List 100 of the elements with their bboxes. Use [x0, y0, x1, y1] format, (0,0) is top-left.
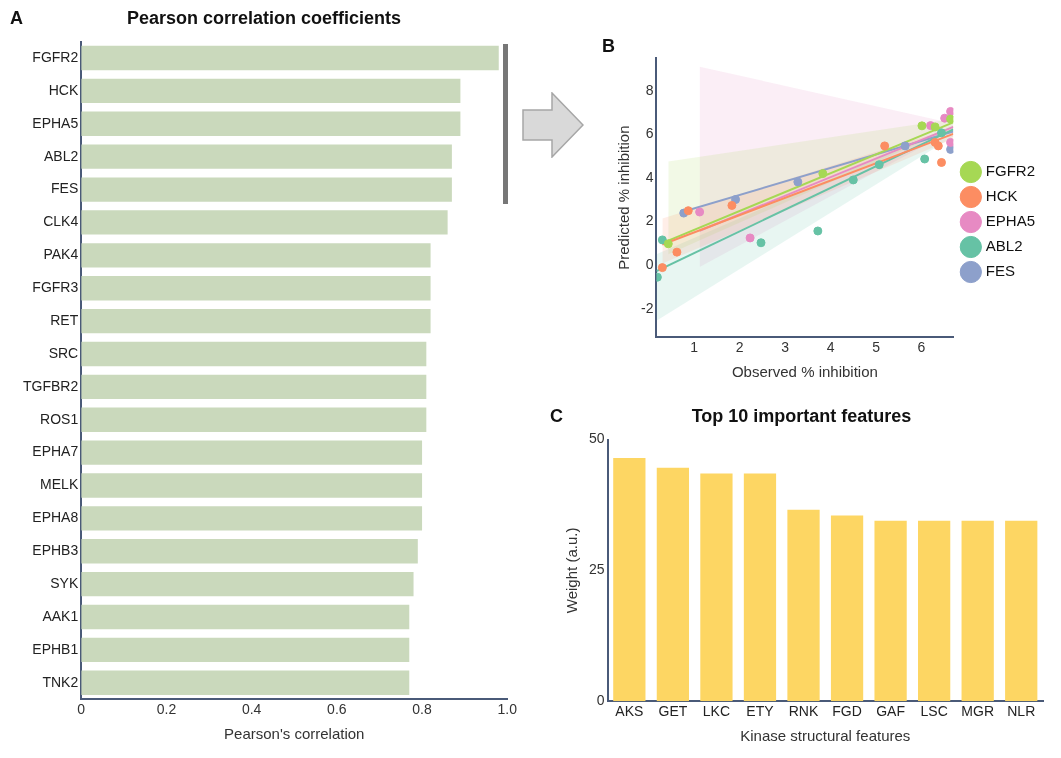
legend-label: FES	[985, 262, 1015, 280]
y-tick-label: 50	[588, 430, 605, 447]
bar	[613, 457, 646, 702]
point	[657, 235, 667, 245]
point	[745, 233, 755, 243]
point	[930, 122, 940, 132]
y-tick-label: EPHB3	[32, 542, 79, 559]
point	[946, 106, 954, 116]
x-tick-label: 6	[917, 339, 926, 356]
chart-title: Pearson correlation coefficients	[126, 7, 402, 28]
bar	[81, 45, 499, 71]
y-tick-label: 6	[645, 125, 654, 142]
x-axis-title: Pearson's correlation	[224, 725, 365, 743]
bar	[81, 111, 461, 136]
bar	[81, 506, 423, 531]
point	[813, 226, 823, 236]
bar	[81, 539, 418, 564]
point	[900, 141, 910, 151]
x-tick-label: 5	[872, 339, 881, 356]
point	[793, 177, 803, 187]
bar	[81, 210, 448, 235]
bar	[81, 604, 410, 630]
bar	[81, 276, 431, 301]
point	[946, 137, 954, 147]
legend-label: HCK	[985, 187, 1018, 205]
bar	[656, 467, 690, 702]
bar	[81, 407, 427, 432]
y-tick-label: EPHB1	[32, 640, 79, 657]
y-tick-label: FGFR2	[32, 48, 79, 65]
bar	[81, 177, 452, 202]
x-tick-label: FGD	[832, 703, 862, 720]
bar	[81, 243, 431, 268]
point	[936, 128, 946, 138]
bar	[81, 571, 414, 597]
y-tick-label: ROS1	[40, 410, 79, 427]
y-tick-label: HCK	[48, 81, 79, 98]
y-tick-label: FES	[50, 180, 79, 197]
point	[727, 200, 737, 210]
bar	[961, 520, 994, 702]
y-axis-title: Predicted % inhibition	[615, 125, 633, 270]
x-tick-label: AKS	[615, 703, 644, 720]
point	[848, 175, 858, 185]
bar	[787, 509, 820, 702]
legend-label: ABL2	[985, 237, 1023, 255]
bar	[81, 637, 410, 663]
point	[672, 247, 682, 257]
y-axis-title: Weight (a.u.)	[563, 527, 581, 614]
point	[874, 160, 884, 170]
text: B	[602, 35, 615, 56]
point	[683, 206, 693, 216]
y-tick-label: CLK4	[43, 213, 79, 230]
point	[946, 114, 954, 124]
point	[818, 169, 828, 179]
bar	[81, 78, 461, 104]
x-axis-title: Kinase structural features	[740, 727, 911, 745]
bar	[81, 670, 410, 695]
bar	[700, 473, 733, 702]
y-tick-label: AAK1	[42, 607, 79, 624]
y-tick-label: 25	[588, 561, 605, 578]
point	[880, 141, 890, 151]
point	[936, 157, 946, 167]
x-tick-label: 0.8	[412, 701, 432, 718]
y-tick-label: MELK	[40, 476, 79, 493]
y-tick-label: RET	[50, 311, 79, 328]
legend-label: FGFR2	[985, 162, 1035, 180]
text: C	[550, 405, 563, 426]
x-tick-label: 2	[735, 339, 744, 356]
x-tick-label: 0.6	[327, 701, 347, 718]
x-tick-label: 3	[781, 339, 790, 356]
point	[756, 238, 766, 248]
x-tick-label: GAF	[876, 703, 905, 720]
y-tick-label: PAK4	[43, 246, 79, 263]
bar	[874, 520, 907, 702]
legend-label: EPHA5	[985, 212, 1036, 230]
x-tick-label: LSC	[920, 703, 948, 720]
bar	[81, 144, 452, 169]
x-tick-label: GET	[658, 703, 688, 720]
y-tick-label: 4	[645, 168, 654, 185]
y-tick-label: EPHA7	[32, 443, 79, 460]
bar	[1005, 520, 1038, 702]
x-tick-label: 0.4	[241, 701, 262, 718]
y-tick-label: -2	[641, 299, 654, 316]
y-tick-label: 2	[645, 212, 654, 229]
y-tick-label: 8	[645, 81, 654, 98]
x-tick-label: LKC	[702, 703, 731, 720]
bar	[81, 374, 427, 400]
bar	[81, 440, 423, 465]
bar	[81, 341, 427, 367]
y-tick-label: 0	[645, 256, 654, 273]
point	[657, 263, 667, 273]
x-tick-label: NLR	[1007, 703, 1036, 720]
y-tick-label: SYK	[50, 574, 79, 591]
point	[663, 239, 673, 249]
y-tick-label: EPHA5	[32, 114, 79, 131]
bar	[81, 473, 423, 498]
x-axis-title: Observed % inhibition	[731, 363, 878, 381]
y-tick-label: FGFR3	[32, 279, 79, 296]
point	[695, 207, 705, 217]
y-tick-label: SRC	[48, 344, 79, 361]
x-tick-label: 1	[690, 339, 699, 356]
